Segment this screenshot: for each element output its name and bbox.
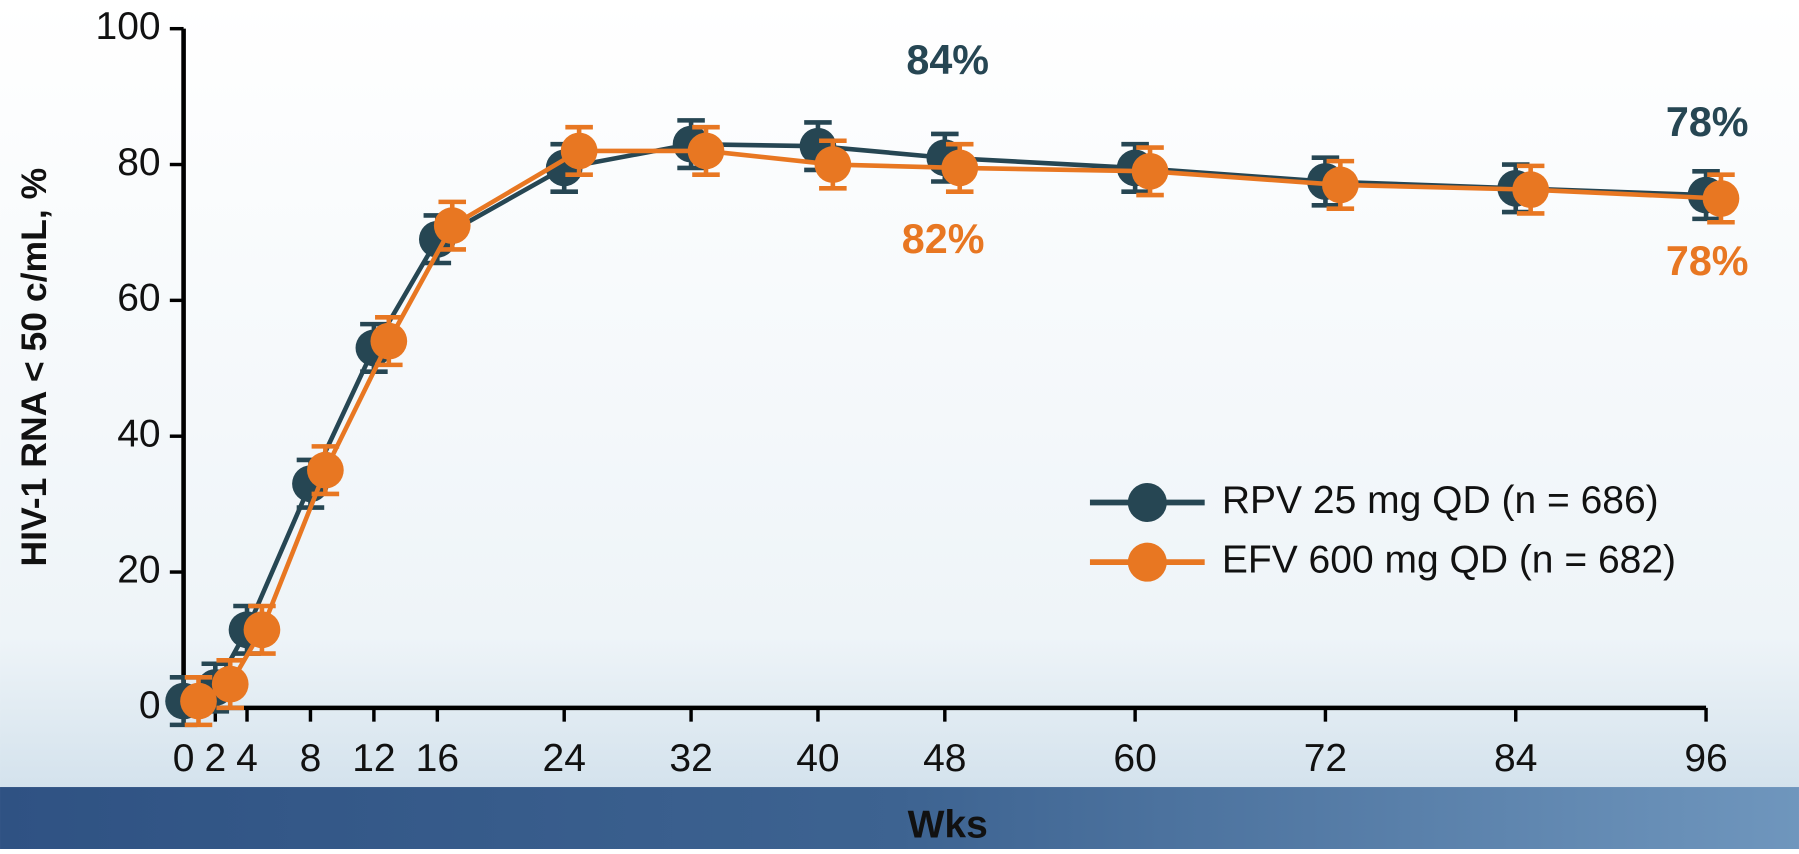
data-point bbox=[941, 150, 978, 187]
x-tick-label: 0 bbox=[173, 737, 195, 780]
data-point bbox=[212, 666, 249, 703]
x-tick-label: 84 bbox=[1494, 737, 1537, 780]
data-point bbox=[815, 146, 852, 183]
data-point bbox=[307, 452, 344, 489]
x-tick-label: 8 bbox=[300, 737, 322, 780]
y-tick-label: 20 bbox=[117, 548, 160, 591]
data-point bbox=[434, 207, 471, 244]
background bbox=[0, 0, 1799, 849]
x-tick-label: 32 bbox=[669, 737, 712, 780]
legend-label: RPV 25 mg QD (n = 686) bbox=[1222, 479, 1659, 522]
y-tick-label: 60 bbox=[117, 277, 160, 320]
y-axis-label: HIV-1 RNA < 50 c/mL, % bbox=[14, 168, 54, 567]
x-tick-label: 2 bbox=[204, 737, 226, 780]
legend-label: EFV 600 mg QD (n = 682) bbox=[1222, 538, 1676, 581]
data-point bbox=[1322, 167, 1359, 204]
y-tick-label: 80 bbox=[117, 141, 160, 184]
annotation: 78% bbox=[1666, 238, 1749, 284]
footer-band bbox=[0, 787, 1799, 849]
chart: Wks HIV-1 RNA < 50 c/mL, % 0 20 40 60 80 100 0… bbox=[0, 0, 1799, 849]
annotation: 78% bbox=[1666, 99, 1749, 145]
x-tick-label: 24 bbox=[543, 737, 586, 780]
x-tick-label: 72 bbox=[1304, 737, 1347, 780]
x-axis-label: Wks bbox=[908, 803, 988, 846]
legend-marker bbox=[1128, 543, 1167, 582]
legend-marker bbox=[1128, 483, 1167, 522]
y-tick-label: 100 bbox=[96, 5, 161, 48]
x-tick-label: 16 bbox=[416, 737, 459, 780]
data-point bbox=[1132, 153, 1169, 190]
x-tick-label: 4 bbox=[236, 737, 258, 780]
data-point bbox=[370, 323, 407, 360]
data-point bbox=[1703, 180, 1740, 217]
x-tick-label: 48 bbox=[923, 737, 966, 780]
x-tick-label: 40 bbox=[796, 737, 839, 780]
y-tick-label: 40 bbox=[117, 412, 160, 455]
annotation: 84% bbox=[906, 37, 989, 83]
x-tick-label: 96 bbox=[1684, 737, 1727, 780]
data-point bbox=[1512, 171, 1549, 208]
annotation: 82% bbox=[902, 216, 985, 262]
data-point bbox=[180, 683, 217, 720]
x-tick-label: 12 bbox=[352, 737, 395, 780]
y-tick-label: 0 bbox=[139, 684, 161, 727]
x-tick-label: 60 bbox=[1113, 737, 1156, 780]
data-point bbox=[244, 611, 281, 648]
data-point bbox=[561, 133, 598, 170]
data-point bbox=[688, 133, 725, 170]
